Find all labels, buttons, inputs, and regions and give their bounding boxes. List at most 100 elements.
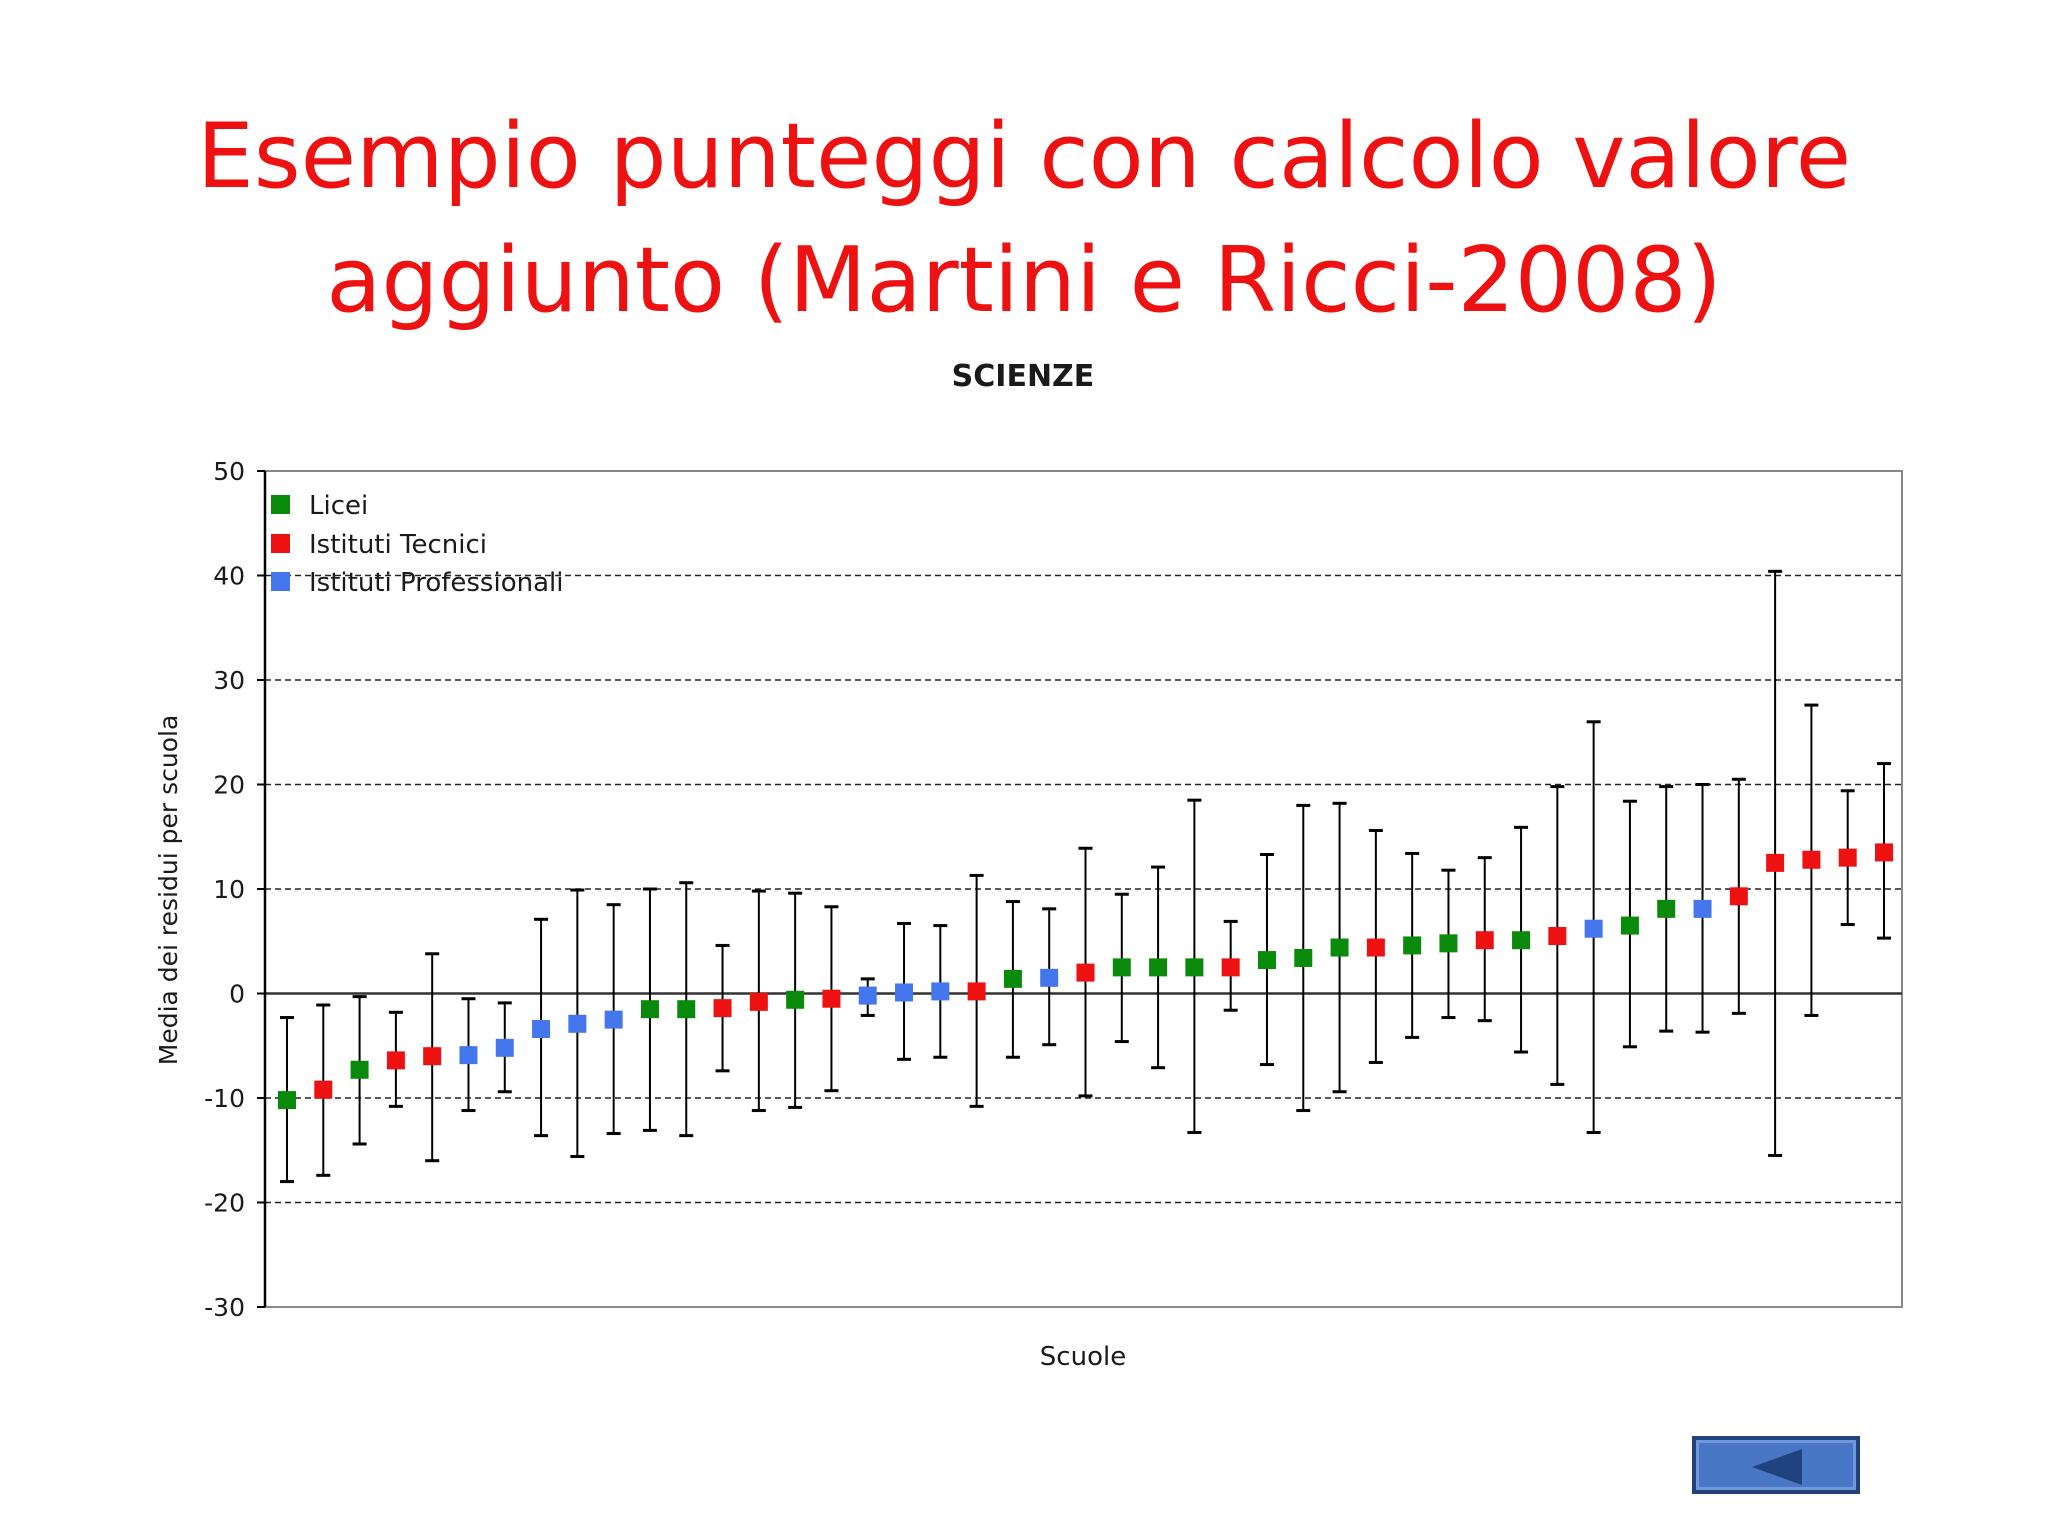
school-point bbox=[1076, 846, 1095, 1098]
school-point bbox=[1729, 777, 1748, 1015]
y-axis-label: Media dei residui per scuola bbox=[154, 715, 183, 1066]
point-marker bbox=[1584, 919, 1603, 938]
point-marker bbox=[1366, 938, 1385, 957]
school-point bbox=[1766, 569, 1785, 1157]
point-marker bbox=[1221, 958, 1240, 977]
school-point bbox=[1149, 865, 1168, 1070]
school-point bbox=[1257, 853, 1276, 1067]
school-point bbox=[495, 1001, 514, 1094]
point-marker bbox=[967, 982, 986, 1001]
school-point bbox=[858, 977, 877, 1017]
legend-label: Licei bbox=[309, 491, 368, 521]
point-marker bbox=[1475, 931, 1494, 950]
school-point bbox=[1620, 799, 1639, 1049]
point-marker bbox=[1657, 899, 1676, 918]
point-marker bbox=[895, 983, 914, 1002]
point-marker bbox=[1076, 963, 1095, 982]
school-point bbox=[1003, 900, 1022, 1059]
school-point bbox=[967, 873, 986, 1108]
y-tick-label: 0 bbox=[229, 980, 245, 1009]
legend-swatch bbox=[271, 495, 290, 514]
point-marker bbox=[1729, 887, 1748, 906]
point-marker bbox=[568, 1014, 587, 1033]
school-point bbox=[1475, 856, 1494, 1023]
slide-title-line-2: aggiunto (Martini e Ricci-2008) bbox=[326, 228, 1722, 333]
point-marker bbox=[423, 1047, 442, 1066]
school-point bbox=[786, 891, 805, 1109]
point-marker bbox=[749, 992, 768, 1011]
point-marker bbox=[1330, 938, 1349, 957]
school-point bbox=[1439, 868, 1458, 1020]
school-point bbox=[532, 917, 551, 1138]
slide-title-line-1: Esempio punteggi con calcolo valore bbox=[196, 104, 1852, 209]
y-tick-label: 10 bbox=[213, 875, 245, 904]
school-point bbox=[1838, 789, 1857, 927]
school-point bbox=[1512, 825, 1531, 1054]
point-marker bbox=[350, 1060, 369, 1079]
point-marker bbox=[786, 990, 805, 1009]
school-point bbox=[1112, 892, 1131, 1044]
school-point bbox=[1584, 720, 1603, 1134]
school-point bbox=[749, 889, 768, 1113]
point-marker bbox=[278, 1091, 296, 1110]
y-tick-label: 50 bbox=[213, 457, 245, 486]
point-marker bbox=[1040, 968, 1059, 987]
point-marker bbox=[1875, 843, 1893, 862]
point-marker bbox=[1003, 969, 1022, 988]
point-marker bbox=[1403, 936, 1422, 955]
school-point bbox=[278, 1016, 296, 1184]
school-point bbox=[1330, 801, 1349, 1094]
school-point bbox=[1040, 907, 1059, 1047]
chart-title: SCIENZE bbox=[952, 359, 1095, 394]
legend-label: Istituti Professionali bbox=[309, 568, 563, 598]
point-marker bbox=[1257, 951, 1276, 970]
y-tick-label: 20 bbox=[213, 771, 245, 800]
school-point bbox=[1403, 851, 1422, 1039]
point-marker bbox=[532, 1020, 551, 1039]
point-marker bbox=[713, 999, 732, 1018]
school-point bbox=[1802, 703, 1821, 1017]
back-button[interactable] bbox=[1692, 1436, 1860, 1494]
school-point bbox=[713, 943, 732, 1073]
school-point bbox=[640, 887, 659, 1132]
point-marker bbox=[1802, 850, 1821, 869]
school-point bbox=[1548, 785, 1567, 1086]
school-point bbox=[1875, 762, 1893, 940]
school-point bbox=[931, 924, 950, 1059]
school-point bbox=[386, 1010, 405, 1108]
school-point bbox=[1366, 828, 1385, 1064]
legend: Licei Istituti Tecnici Istituti Profession… bbox=[271, 491, 563, 598]
point-marker bbox=[1766, 853, 1785, 872]
school-point bbox=[895, 921, 914, 1061]
y-axis: 50 40 30 20 10 0 -10 -20 -30 bbox=[204, 457, 267, 1322]
school-point bbox=[1221, 919, 1240, 1012]
point-marker bbox=[604, 1010, 623, 1029]
point-marker bbox=[314, 1080, 333, 1099]
point-marker bbox=[495, 1038, 514, 1057]
y-tick-label: 40 bbox=[213, 562, 245, 591]
point-marker bbox=[1548, 927, 1567, 946]
school-point bbox=[1185, 798, 1204, 1134]
point-marker bbox=[640, 1000, 659, 1019]
point-marker bbox=[459, 1046, 478, 1065]
school-point bbox=[350, 995, 369, 1146]
point-marker bbox=[931, 982, 950, 1001]
slide-title: Esempio punteggi con calcolo valore aggi… bbox=[0, 95, 2048, 343]
point-marker bbox=[1149, 958, 1168, 977]
school-point bbox=[459, 997, 478, 1113]
school-point bbox=[604, 903, 623, 1136]
legend-label: Istituti Tecnici bbox=[309, 530, 487, 560]
point-marker bbox=[677, 1000, 696, 1019]
school-point bbox=[314, 1003, 333, 1177]
school-point bbox=[423, 952, 442, 1163]
point-marker bbox=[1512, 931, 1531, 950]
legend-swatch bbox=[271, 572, 290, 591]
point-marker bbox=[1185, 958, 1204, 977]
data-points bbox=[278, 569, 1893, 1184]
point-marker bbox=[1693, 899, 1712, 918]
y-tick-label: -10 bbox=[204, 1084, 245, 1113]
point-marker bbox=[1439, 934, 1458, 953]
x-axis-label: Scuole bbox=[1040, 1342, 1126, 1372]
y-tick-label: 30 bbox=[213, 666, 245, 695]
point-marker bbox=[822, 989, 841, 1008]
